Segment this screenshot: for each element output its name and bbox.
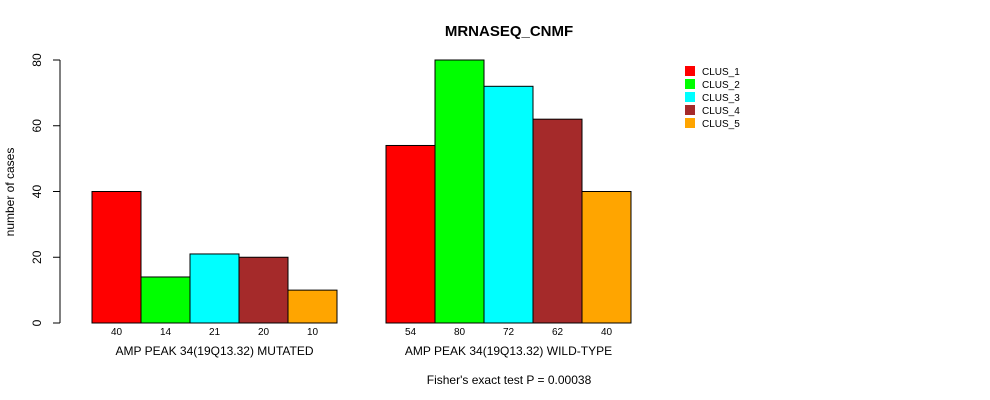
bar-value-label: 21 (209, 327, 221, 338)
legend-swatch (685, 66, 695, 76)
bar-value-label: 14 (160, 327, 172, 338)
bar-clus-1 (91, 191, 142, 324)
y-axis: 0 20 40 60 80 (30, 53, 61, 326)
y-tick-label: 40 (30, 185, 44, 199)
bar-value-label: 72 (503, 327, 515, 338)
bar-value-label: 80 (454, 327, 466, 338)
bars (91, 59, 632, 324)
legend-label: CLUS_1 (702, 67, 740, 78)
group-label: AMP PEAK 34(19Q13.32) WILD-TYPE (405, 344, 612, 358)
group-labels: AMP PEAK 34(19Q13.32) MUTATED AMP PEAK 34… (115, 344, 612, 358)
bar-value-label: 10 (307, 327, 319, 338)
bar-clus-3 (483, 85, 534, 324)
bar-clus-2 (140, 276, 191, 324)
y-tick-label: 80 (30, 53, 44, 67)
legend: CLUS_1 CLUS_2 CLUS_3 CLUS_4 CLUS_5 (685, 66, 740, 130)
legend-swatch (685, 118, 695, 128)
legend-swatch (685, 105, 695, 115)
bar-clus-1 (385, 144, 436, 324)
bar-value-label: 40 (111, 327, 123, 338)
bar-value-label: 54 (405, 327, 417, 338)
y-tick-label: 20 (30, 250, 44, 264)
legend-label: CLUS_2 (702, 80, 740, 91)
bar-clus-5 (287, 289, 338, 324)
fisher-test-footnote: Fisher's exact test P = 0.00038 (427, 373, 592, 387)
y-tick-label: 0 (30, 319, 44, 326)
bar-clus-5 (581, 191, 632, 324)
legend-swatch (685, 79, 695, 89)
bar-value-labels: 40 14 21 20 10 54 80 72 62 40 (111, 327, 613, 338)
bar-value-label: 62 (552, 327, 564, 338)
bar-clus-4 (238, 256, 289, 324)
y-tick-label: 60 (30, 119, 44, 133)
bar-clus-3 (189, 253, 240, 324)
bar-value-label: 20 (258, 327, 270, 338)
bar-value-label: 40 (601, 327, 613, 338)
legend-swatch (685, 92, 695, 102)
legend-label: CLUS_5 (702, 119, 740, 130)
chart-title: MRNASEQ_CNMF (445, 23, 573, 40)
legend-label: CLUS_4 (702, 106, 740, 117)
bar-clus-4 (532, 118, 583, 324)
bar-clus-2 (434, 59, 485, 324)
y-axis-label: number of cases (3, 148, 17, 237)
group-label: AMP PEAK 34(19Q13.32) MUTATED (115, 344, 313, 358)
legend-label: CLUS_3 (702, 93, 740, 104)
